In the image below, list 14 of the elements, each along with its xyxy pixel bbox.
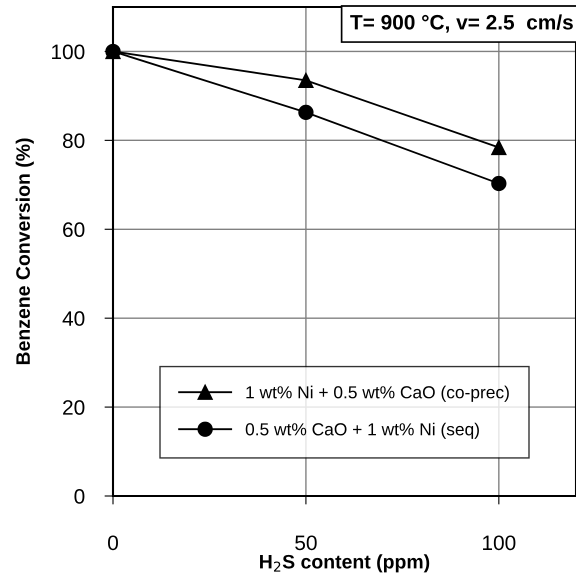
x-tick-label: 50	[295, 535, 317, 550]
y-tick-label: 20	[63, 400, 84, 415]
legend-label: 1 wt% Ni + 0.5 wt% CaO (co-prec)	[246, 386, 509, 402]
y-tick-label: 0	[74, 489, 84, 504]
x-tick-label: 0	[108, 535, 118, 550]
y-tick-label: 80	[62, 133, 84, 148]
x-axis-title: H$_{2}$S content (ppm)	[260, 554, 430, 572]
annotation: T= 900 °C, v= 2.5 cm/s	[350, 14, 573, 33]
legend-label: 0.5 wt% CaO + 1 wt% Ni (seq)	[246, 422, 479, 439]
y-tick-label: 60	[63, 222, 84, 238]
x-tick-label: 100	[483, 535, 516, 550]
y-axis-title: Benzene Conversion (%)	[16, 138, 34, 364]
y-tick-label: 40	[62, 311, 84, 326]
y-tick-label: 100	[52, 44, 84, 60]
